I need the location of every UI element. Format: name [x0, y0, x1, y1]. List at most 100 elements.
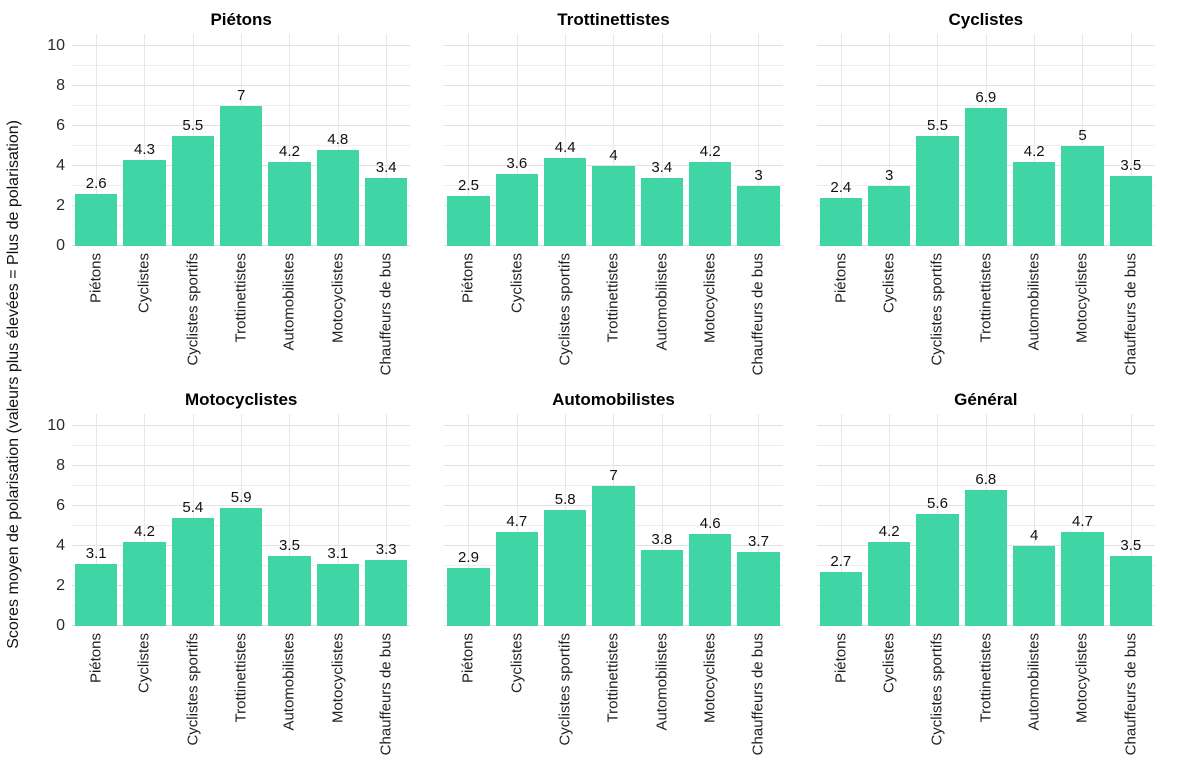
plot-area: 3.1 4.2 5.4 5.9 3.5 3.1 3.3	[72, 414, 411, 626]
bar-cyclistes	[495, 174, 539, 246]
gridline-vertical	[710, 414, 712, 626]
bar-trottinettistes	[219, 106, 263, 246]
gridline-vertical	[516, 34, 518, 246]
y-tick-label: 0	[56, 617, 65, 634]
x-tick-label: Chauffeurs de bus	[749, 633, 767, 756]
x-tick-label: Cyclistes sportifs	[928, 633, 946, 746]
x-tick-label: Trottinettistes	[604, 253, 622, 343]
bar-cyclistes-sportifs	[171, 518, 215, 626]
bar-automobilistes	[1012, 546, 1056, 626]
x-tick-label: Cyclistes sportifs	[184, 253, 202, 366]
bar-trottinettistes	[592, 486, 635, 626]
bar-cyclistes-sportifs	[171, 136, 215, 246]
facet-panel: Piétons 2.6 4.3 5.5 7 4.2 4.8 3.4 Piétons Cyclist…	[72, 0, 411, 380]
gridline-vertical	[889, 34, 891, 246]
gridline-vertical	[1082, 34, 1084, 246]
x-axis-labels: Piétons Cyclistes Cyclistes sportifs Trotti…	[444, 246, 782, 380]
x-axis-labels: Piétons Cyclistes Cyclistes sportifs Trotti…	[817, 246, 1155, 380]
bar-motocyclistes	[316, 150, 360, 246]
gridline-vertical	[840, 414, 842, 626]
x-tick-label: Trottinettistes	[232, 633, 250, 723]
facet-title: Trottinettistes	[557, 10, 670, 29]
bar-value-label: 4.7	[1072, 513, 1093, 530]
bar-piétons	[74, 564, 118, 626]
gridline-vertical	[337, 414, 339, 626]
bar-value-label: 3.4	[651, 159, 673, 176]
bar-piétons	[819, 572, 863, 626]
y-tick-label: 6	[56, 497, 65, 514]
bar-value-label: 6.8	[975, 471, 997, 488]
x-tick-label: Cyclistes	[508, 253, 526, 314]
bar-cyclistes	[867, 542, 911, 626]
bar-value-label: 5	[1078, 127, 1087, 144]
bar-chauffeurs-de-bus	[737, 552, 780, 626]
gridline-vertical	[516, 414, 518, 626]
x-tick-label: Automobilistes	[280, 253, 298, 351]
y-tick-label: 6	[56, 117, 65, 134]
x-tick-label: Cyclistes	[880, 253, 898, 314]
facet-title: Piétons	[210, 10, 272, 29]
y-tick-label: 8	[56, 77, 65, 94]
bar-value-label: 4.7	[506, 513, 528, 530]
x-tick-label: Piétons	[87, 253, 105, 304]
x-tick-label: Automobilistes	[280, 633, 298, 731]
x-axis-labels: Piétons Cyclistes Cyclistes sportifs Trotti…	[72, 246, 410, 380]
bar-motocyclistes	[1061, 146, 1104, 246]
plot-area: 2.5 3.6 4.4 4 3.4 4.2 3	[444, 34, 783, 246]
bar-value-label: 4.8	[327, 131, 349, 148]
x-tick-label: Cyclistes sportifs	[928, 253, 946, 366]
facet-panel: Motocyclistes 3.1 4.2 5.4 5.9 3.5 3.1 3.3 Piéton…	[72, 380, 411, 769]
y-axis-label-column: Scores moyen de polarisation (valeurs pl…	[0, 0, 28, 769]
y-tick-label: 0	[56, 237, 65, 254]
gridline-vertical	[144, 414, 146, 626]
x-tick-label: Automobilistes	[653, 253, 671, 351]
y-tick-label: 10	[47, 37, 65, 54]
gridline-vertical	[840, 34, 842, 246]
x-tick-label: Motocyclistes	[329, 633, 347, 724]
bar-value-label: 3.4	[375, 159, 397, 176]
gridline-vertical	[96, 34, 98, 246]
gridline-vertical	[661, 34, 663, 246]
bar-cyclistes	[123, 160, 166, 246]
bar-value-label: 2.7	[830, 553, 852, 570]
bar-cyclistes-sportifs	[916, 136, 959, 246]
gridline-vertical	[1130, 34, 1132, 246]
bar-value-label: 5.6	[927, 495, 948, 512]
bar-automobilistes	[640, 178, 684, 246]
bar-trottinettistes	[964, 108, 1008, 246]
bar-value-label: 7	[609, 467, 618, 484]
bar-piétons	[819, 198, 863, 246]
plot-area: 2.9 4.7 5.8 7 3.8 4.6 3.7	[444, 414, 783, 626]
bar-value-label: 4.2	[279, 143, 300, 160]
x-tick-label: Cyclistes	[135, 253, 153, 314]
bar-cyclistes	[123, 542, 166, 626]
plot-area: 2.7 4.2 5.6 6.8 4 4.7 3.5	[816, 414, 1155, 626]
bar-value-label: 3.1	[327, 545, 349, 562]
bar-value-label: 5.5	[927, 117, 948, 134]
facet-panel: Trottinettistes 2.5 3.6 4.4 4 3.4 4.2 3 Piétons C…	[444, 0, 783, 380]
x-tick-label: Chauffeurs de bus	[377, 633, 395, 756]
bar-value-label: 3	[754, 167, 763, 184]
bar-motocyclistes	[688, 162, 732, 246]
bar-value-label: 4.2	[134, 523, 155, 540]
bar-value-label: 4.2	[878, 523, 900, 540]
bar-value-label: 4	[1029, 527, 1039, 544]
gridline-vertical	[1034, 414, 1036, 626]
bar-value-label: 7	[236, 87, 246, 104]
gridline-vertical	[337, 34, 339, 246]
bar-value-label: 3.6	[506, 155, 528, 172]
bar-chauffeurs-de-bus	[364, 178, 408, 246]
x-tick-label: Piétons	[832, 253, 850, 304]
gridline-vertical	[1082, 414, 1084, 626]
bar-cyclistes-sportifs	[543, 510, 587, 626]
x-tick-label: Cyclistes sportifs	[556, 253, 574, 366]
bar-value-label: 4.6	[699, 515, 721, 532]
bar-trottinettistes	[592, 166, 635, 246]
bar-value-label: 4.3	[134, 141, 155, 158]
x-tick-label: Automobilistes	[1025, 253, 1043, 351]
x-tick-label: Cyclistes	[880, 633, 898, 694]
facet-title: Général	[954, 390, 1018, 409]
bar-value-label: 3.5	[1120, 537, 1142, 554]
x-tick-label: Chauffeurs de bus	[1122, 253, 1140, 376]
bar-value-label: 5.9	[230, 489, 252, 506]
